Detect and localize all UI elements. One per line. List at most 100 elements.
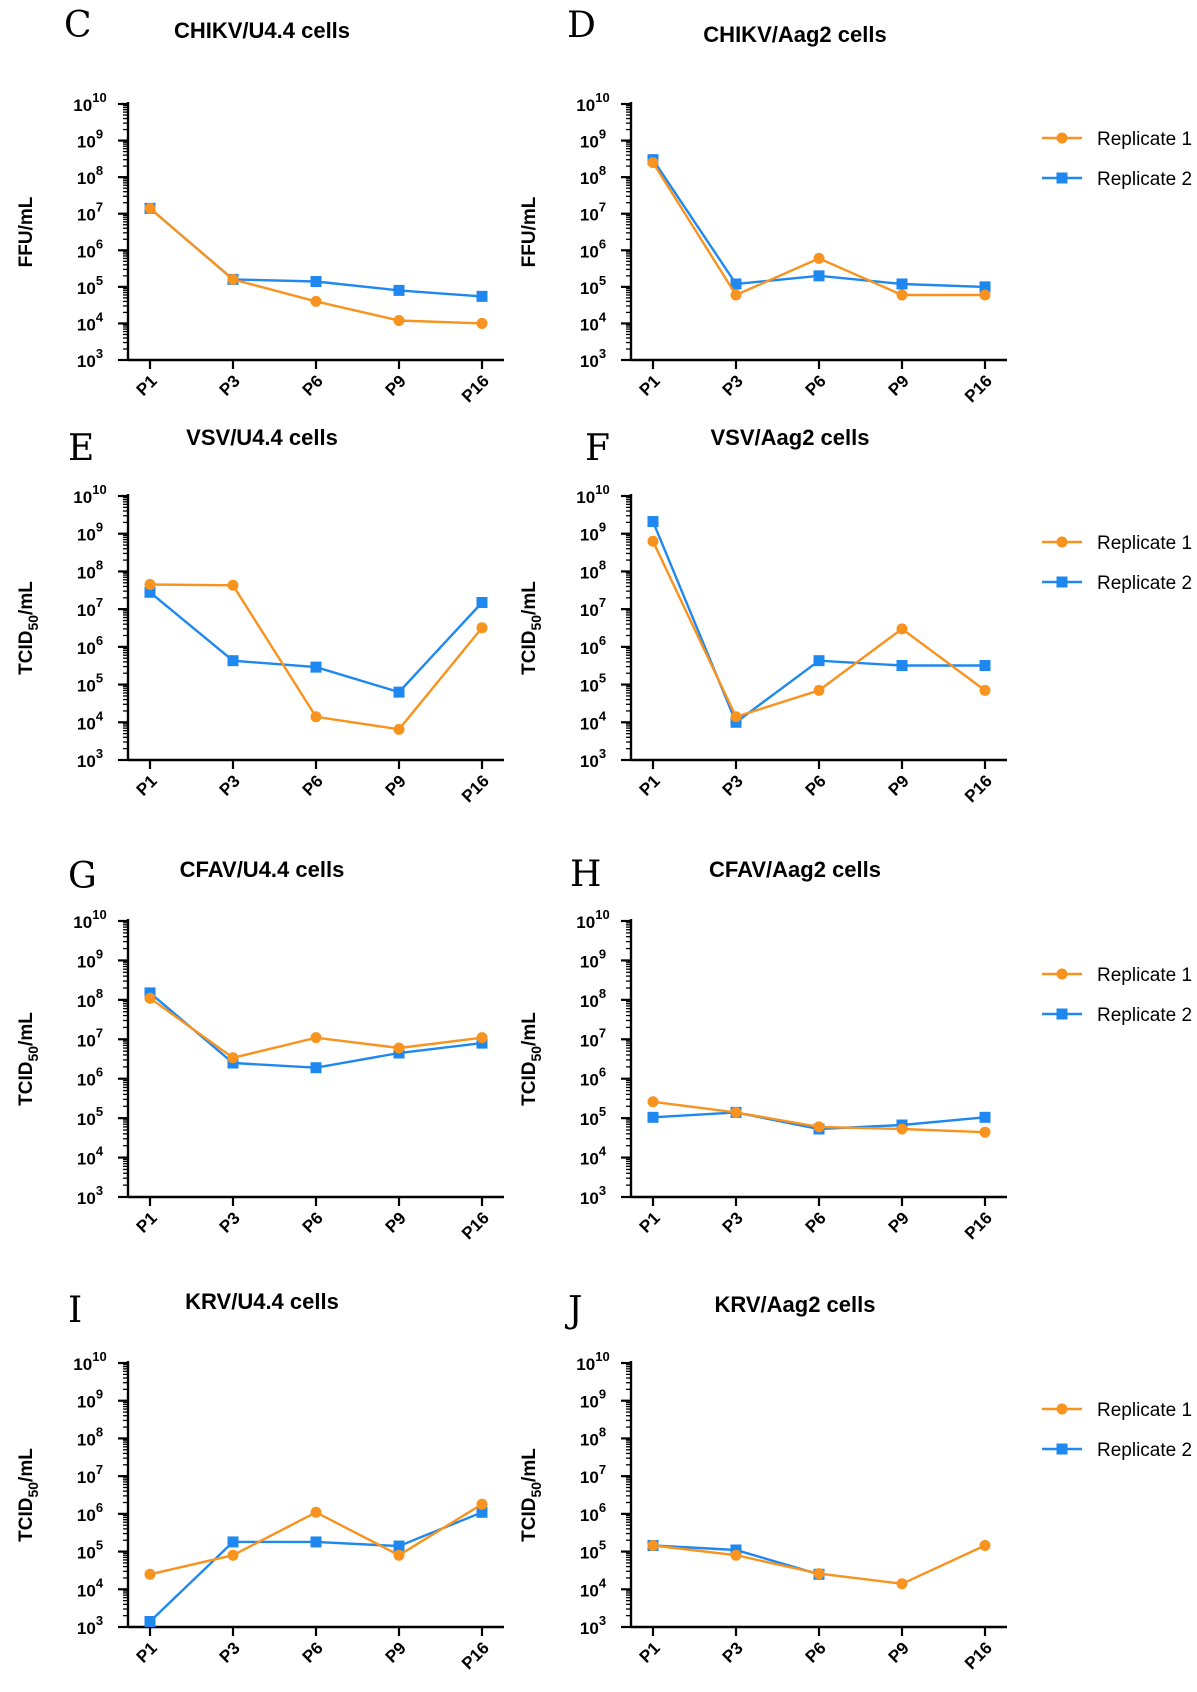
legend-marker-1 — [1056, 132, 1068, 144]
panel-e-xtick-label-p16: P16 — [458, 771, 493, 806]
panel-i-xtick-label-p9: P9 — [382, 1638, 410, 1666]
panel-e-xtick-label-p9: P9 — [382, 771, 410, 799]
panel-i-series-1-point — [227, 1549, 239, 1561]
panel-g-ytick-label: 107 — [77, 1025, 103, 1050]
panel-e-letter: E — [68, 428, 94, 469]
panel-c-ytick-label: 106 — [77, 236, 103, 261]
panel-c-ytick-label: 107 — [77, 200, 103, 225]
panel-h-xtick-label-p6: P6 — [802, 1208, 830, 1236]
panel-d-chart: D CHIKV/Aag2 cells 103 104 105 106 107 108 109 10… — [519, 5, 1192, 406]
panel-c-series-1-point — [310, 295, 322, 307]
panel-h-chart: H CFAV/Aag2 cells 103 104 105 106 107 108 109 101… — [519, 854, 1192, 1243]
panel-f-series-2-point — [647, 516, 659, 528]
panel-g-series-1-point — [310, 1032, 322, 1044]
panel-g-series-2-line — [149, 991, 483, 1069]
panel-i-series-2-line — [149, 1511, 483, 1623]
panel-e-ytick-label: 104 — [77, 708, 104, 733]
panel-e-series-2-point — [310, 661, 322, 673]
panel-c-xtick-label-p6: P6 — [299, 371, 327, 399]
panel-d-series-1-point — [730, 289, 742, 301]
panel-h-xtick-label-p3: P3 — [719, 1208, 747, 1236]
panel-g-ytick-label: 104 — [77, 1144, 104, 1169]
panel-c-ytick-label: 108 — [77, 163, 103, 188]
panel-c-series-1-point — [476, 317, 488, 329]
panel-h-legend: Replicate 1 Replicate 2 — [1042, 965, 1192, 1026]
panel-i-series-2-point — [227, 1536, 239, 1548]
panel-h-ytick-label: 106 — [580, 1065, 606, 1090]
panel-d-series-1-point — [896, 289, 908, 301]
panel-g-series-2-point — [310, 1062, 322, 1074]
panel-i-ytick-label: 105 — [77, 1538, 103, 1563]
panel-g-xtick-label-p1: P1 — [133, 1208, 161, 1236]
panel-h-title: CFAV/Aag2 cells — [709, 857, 881, 882]
panel-h-series-1-point — [979, 1126, 991, 1138]
panel-g-series-1-point — [476, 1032, 488, 1044]
panel-f-ytick-label: 105 — [580, 671, 606, 696]
panel-j-series-1-point — [730, 1549, 742, 1561]
panel-j-xtick-label-p6: P6 — [802, 1638, 830, 1666]
panel-j-xtick-label-p9: P9 — [885, 1638, 913, 1666]
panel-e-series-1-point — [227, 579, 239, 591]
panel-d-xtick-label-p9: P9 — [885, 371, 913, 399]
panel-h-series-1-point — [896, 1123, 908, 1135]
panel-d-series-2-point — [979, 281, 991, 293]
panel-j-series-1-point — [813, 1568, 825, 1580]
panel-i-xtick-label-p1: P1 — [133, 1638, 161, 1666]
panel-f-legend: Replicate 1 Replicate 2 — [1042, 533, 1192, 594]
panel-d-xtick-label-p6: P6 — [802, 371, 830, 399]
panel-i-series-1-point — [476, 1498, 488, 1510]
panel-f-xtick-label-p9: P9 — [885, 771, 913, 799]
panel-f-ytick-label: 107 — [580, 595, 606, 620]
legend-marker-1 — [1056, 1403, 1068, 1415]
panel-i-series-1-point — [144, 1568, 156, 1580]
panel-f-series-2-point — [979, 660, 991, 672]
panel-i-title: KRV/U4.4 cells — [185, 1289, 339, 1314]
panel-i-ytick-label: 109 — [77, 1387, 103, 1412]
legend-label-1: Replicate 1 — [1097, 533, 1192, 554]
panel-c-letter: C — [64, 5, 92, 46]
panel-f-ytick-label: 109 — [580, 520, 606, 545]
panel-c-ytick-label: 1010 — [73, 90, 106, 115]
panel-c-xtick-label-p9: P9 — [382, 371, 410, 399]
panel-g-ytick-label: 109 — [77, 946, 103, 971]
panel-e-series-2-line — [149, 591, 483, 694]
legend-label-2: Replicate 2 — [1097, 169, 1192, 190]
panel-i-chart: I KRV/U4.4 cells 103 104 105 106 107 108 109 1010… — [16, 1289, 504, 1673]
panel-i-ytick-label: 107 — [77, 1462, 103, 1487]
panel-i-xtick-label-p3: P3 — [216, 1638, 244, 1666]
panel-h-ytick-label: 108 — [580, 986, 606, 1011]
panel-e-series-2-point — [476, 597, 488, 609]
panel-f-xtick-label-p3: P3 — [719, 771, 747, 799]
panel-g-ytick-label: 108 — [77, 986, 103, 1011]
panel-f-series-1-point — [813, 684, 825, 696]
panel-c-series-1-point — [227, 273, 239, 285]
panel-j-title: KRV/Aag2 cells — [714, 1292, 875, 1317]
panel-g-xtick-label-p3: P3 — [216, 1208, 244, 1236]
panel-f-xtick-label-p1: P1 — [636, 771, 664, 799]
panel-j-letter: J — [564, 1290, 582, 1331]
panel-d-ylabel: FFU/mL — [519, 196, 540, 267]
panel-g-ytick-label: 106 — [77, 1065, 103, 1090]
panel-h-xtick-label-p1: P1 — [636, 1208, 664, 1236]
panel-e-ytick-label: 108 — [77, 557, 103, 582]
panel-f-chart: F VSV/Aag2 cells 103 104 105 106 107 108 109 1010… — [519, 425, 1192, 806]
panel-e-title: VSV/U4.4 cells — [186, 425, 338, 450]
panel-i-series-2-point — [393, 1540, 405, 1552]
panel-c-title: CHIKV/U4.4 cells — [174, 18, 350, 43]
panel-c-xtick-label-p16: P16 — [458, 371, 493, 406]
panel-d-ytick-label: 107 — [580, 200, 606, 225]
panel-e-series-1-point — [310, 711, 322, 723]
legend-label-2: Replicate 2 — [1097, 1440, 1192, 1461]
panel-i-series-2-point — [144, 1615, 156, 1627]
panel-i-series-2-point — [310, 1536, 322, 1548]
panel-j-ylabel: TCID50/mL — [519, 1448, 544, 1542]
panel-j-ytick-label: 106 — [580, 1500, 606, 1525]
panel-g-letter: G — [68, 856, 97, 897]
panel-e-series-2-point — [227, 655, 239, 667]
panel-c-xtick-label-p1: P1 — [133, 371, 161, 399]
legend-marker-2 — [1056, 1443, 1068, 1455]
panel-e-series-2-point — [144, 586, 156, 598]
legend-marker-2 — [1056, 576, 1068, 588]
panel-j-ytick-label: 1010 — [576, 1349, 609, 1374]
